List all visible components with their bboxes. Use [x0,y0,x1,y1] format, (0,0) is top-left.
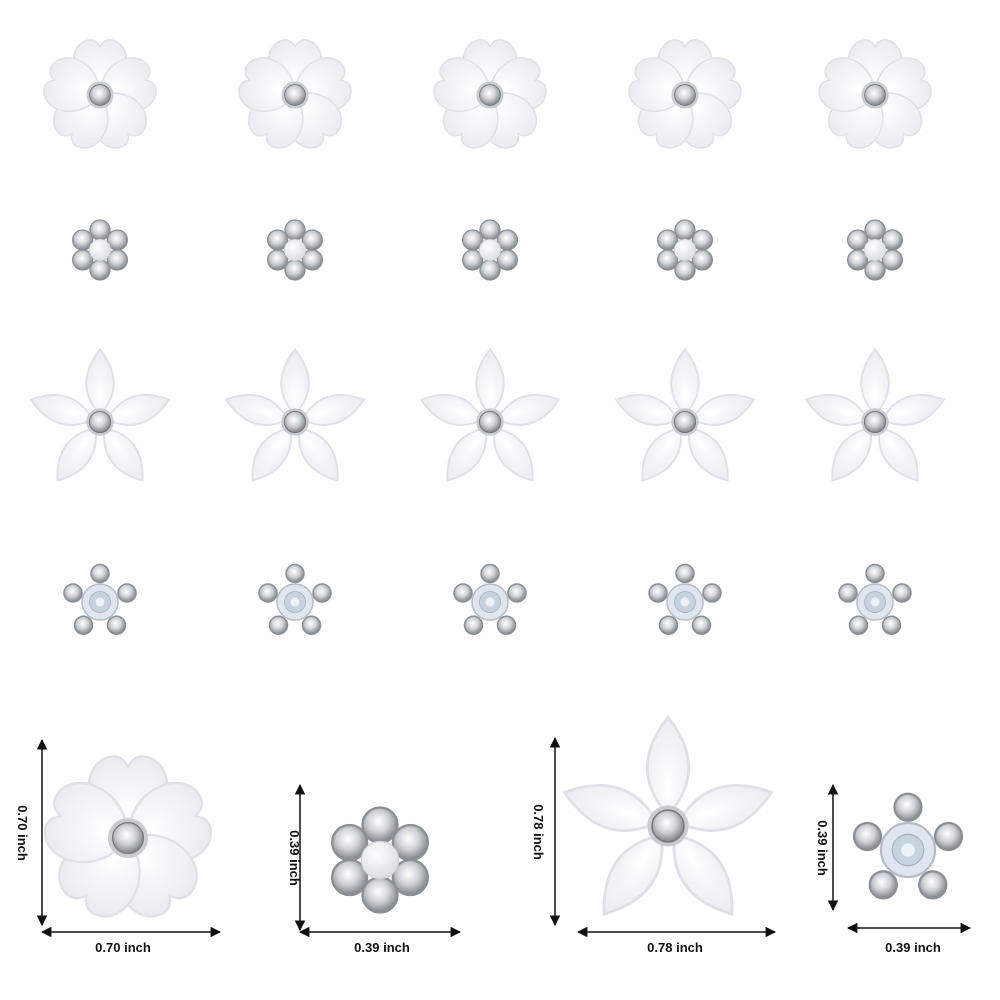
rhinestone-flower [71,219,129,281]
heart-flower [813,39,937,156]
heart-flower [428,39,552,156]
rose-flower [852,792,964,900]
rose-flower [838,563,912,635]
rhinestone-flower [461,219,518,281]
leaf-flower [25,348,175,490]
leaf-flower [220,348,370,490]
dimension-labels: 0.70 inch 0.70 inch 0.39 inch 0.39 inch … [15,804,941,955]
rhinestone-flower [330,806,430,914]
height-label: 0.39 inch [287,830,302,886]
leaf-flower [556,715,780,928]
rose-flower [648,563,722,635]
rhinestone-flower [266,219,324,281]
width-label: 0.39 inch [354,940,410,955]
heart-flower [233,39,357,156]
leaf-flower [800,348,950,490]
height-label: 0.70 inch [15,805,30,861]
leaf-flower [415,348,565,490]
heart-flower [37,755,219,929]
heart-flower [38,39,162,156]
rose-flower [453,563,527,635]
leaf-flower [610,348,760,490]
items [25,39,964,929]
rhinestone-flower [657,219,713,281]
rose-flower [258,563,332,635]
height-label: 0.39 inch [815,820,830,876]
dimension-guides [36,736,972,938]
height-label: 0.78 inch [531,804,546,860]
width-label: 0.70 inch [95,940,151,955]
heart-flower [623,39,747,156]
rose-flower [63,563,137,635]
rhinestone-flower [847,219,903,281]
width-label: 0.78 inch [647,940,703,955]
width-label: 0.39 inch [885,940,941,955]
